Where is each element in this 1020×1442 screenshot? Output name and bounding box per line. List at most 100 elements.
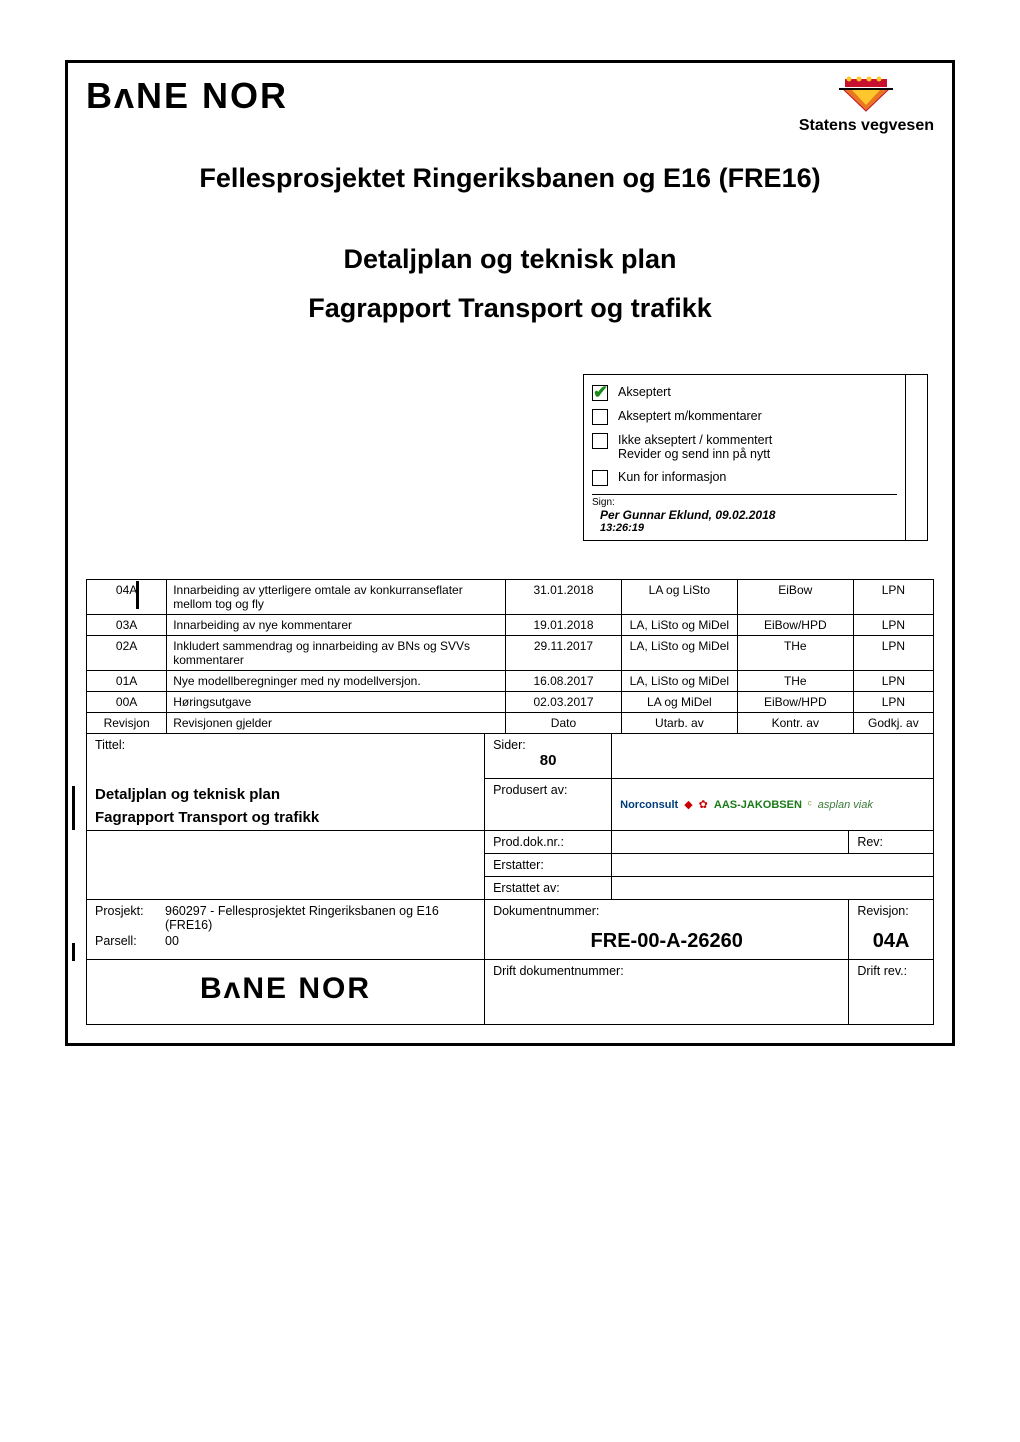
aas-jakobsen-logo: AAS-JAKOBSEN bbox=[714, 799, 802, 811]
rev-date: 31.01.2018 bbox=[506, 579, 622, 614]
page-count: 80 bbox=[493, 752, 603, 769]
rev-desc: Høringsutgave bbox=[167, 691, 506, 712]
rev-kontr: EiBow/HPD bbox=[737, 691, 853, 712]
table-row: 00A Høringsutgave 02.03.2017 LA og MiDel… bbox=[87, 691, 934, 712]
rev-kontr: EiBow/HPD bbox=[737, 614, 853, 635]
rev-godkj: LPN bbox=[853, 670, 933, 691]
rev-date: 16.08.2017 bbox=[506, 670, 622, 691]
rev-desc: Inkludert sammendrag og innarbeiding av … bbox=[167, 635, 506, 670]
col-date: Dato bbox=[506, 712, 622, 733]
subtitle-2: Fagrapport Transport og trafikk bbox=[86, 293, 934, 324]
rev-id: 03A bbox=[87, 614, 167, 635]
sign-time: 13:26:19 bbox=[592, 522, 897, 534]
rev-godkj: LPN bbox=[853, 579, 933, 614]
checkbox-icon: ✔ bbox=[592, 385, 608, 401]
vegvesen-logo: Statens vegvesen bbox=[799, 75, 934, 135]
leaf-icon: ᶜ bbox=[808, 799, 812, 811]
rev-utarb: LA, LiSto og MiDel bbox=[621, 635, 737, 670]
produsert-label: Produsert av: bbox=[493, 783, 603, 797]
col-rev: Revisjon bbox=[87, 712, 167, 733]
rev-godkj: LPN bbox=[853, 691, 933, 712]
approval-label: Kun for informasjon bbox=[618, 470, 726, 484]
banenor-logo: BᴧNE NOR bbox=[86, 75, 288, 117]
approval-label: Ikke akseptert / kommentert Revider og s… bbox=[618, 433, 772, 462]
tittel-line2: Fagrapport Transport og trafikk bbox=[95, 809, 476, 826]
banenor-logo-bottom: BᴧNE NOR bbox=[87, 960, 484, 1018]
approval-option: Kun for informasjon bbox=[592, 470, 897, 486]
approval-option: ✔ Akseptert bbox=[592, 385, 897, 401]
parsell-value: 00 bbox=[165, 934, 179, 948]
revision-table: 04A Innarbeiding av ytterligere omtale a… bbox=[86, 579, 934, 734]
info-block: Tittel: Detaljplan og teknisk plan Fagra… bbox=[86, 734, 934, 1025]
checkbox-icon bbox=[592, 409, 608, 425]
approval-option: Ikke akseptert / kommentert Revider og s… bbox=[592, 433, 897, 462]
approval-label: Akseptert m/kommentarer bbox=[618, 409, 762, 423]
proddok-label: Prod.dok.nr.: bbox=[493, 835, 564, 849]
rev-utarb: LA og LiSto bbox=[621, 579, 737, 614]
sign-label: Sign: bbox=[592, 494, 897, 508]
rev-date: 29.11.2017 bbox=[506, 635, 622, 670]
checkbox-icon bbox=[592, 470, 608, 486]
doknr-label: Dokumentnummer: bbox=[485, 900, 848, 918]
approval-box: ✔ Akseptert Akseptert m/kommentarer Ikke… bbox=[583, 374, 928, 541]
producer-logos: Norconsult ◆ ✿ AAS-JAKOBSEN ᶜ asplan viak bbox=[620, 798, 925, 811]
erstattet-label: Erstattet av: bbox=[493, 881, 560, 895]
approval-label: Akseptert bbox=[618, 385, 671, 399]
rev-desc: Innarbeiding av nye kommentarer bbox=[167, 614, 506, 635]
vegvesen-caption: Statens vegvesen bbox=[799, 117, 934, 135]
table-row: 02A Inkludert sammendrag og innarbeiding… bbox=[87, 635, 934, 670]
rev-utarb: LA, LiSto og MiDel bbox=[621, 614, 737, 635]
rev-id: 02A bbox=[87, 635, 167, 670]
prosjekt-value: 960297 - Fellesprosjektet Ringeriksbanen… bbox=[165, 904, 476, 932]
revisjon-label: Revisjon: bbox=[849, 900, 933, 918]
header: BᴧNE NOR Statens vegvesen bbox=[86, 75, 934, 135]
rev-id: 01A bbox=[87, 670, 167, 691]
col-desc: Revisjonen gjelder bbox=[167, 712, 506, 733]
checkbox-icon bbox=[592, 433, 608, 449]
rev-kontr: THe bbox=[737, 670, 853, 691]
parsell-label: Parsell: bbox=[95, 934, 153, 948]
sider-label: Sider: bbox=[493, 738, 603, 752]
col-godkj: Godkj. av bbox=[853, 712, 933, 733]
revision-value: 04A bbox=[849, 918, 933, 959]
change-bar bbox=[72, 786, 75, 830]
vegvesen-crown-icon bbox=[839, 75, 893, 115]
rev-label: Rev: bbox=[857, 835, 883, 849]
tittel-label: Tittel: bbox=[95, 738, 476, 752]
drift-rev-label: Drift rev.: bbox=[857, 964, 925, 978]
change-bar bbox=[136, 581, 139, 609]
approval-option: Akseptert m/kommentarer bbox=[592, 409, 897, 425]
drift-doknr-label: Drift dokumentnummer: bbox=[493, 964, 840, 978]
rev-kontr: EiBow bbox=[737, 579, 853, 614]
approval-side-col bbox=[905, 375, 927, 540]
flower-icon: ✿ bbox=[699, 798, 708, 811]
rev-godkj: LPN bbox=[853, 614, 933, 635]
norconsult-logo: Norconsult bbox=[620, 799, 678, 811]
col-kontr: Kontr. av bbox=[737, 712, 853, 733]
signer: Per Gunnar Eklund, 09.02.2018 bbox=[592, 508, 897, 522]
rev-desc: Nye modellberegninger med ny modellversj… bbox=[167, 670, 506, 691]
rev-desc: Innarbeiding av ytterligere omtale av ko… bbox=[167, 579, 506, 614]
tittel-line1: Detaljplan og teknisk plan bbox=[95, 786, 476, 803]
checkmark-icon: ✔ bbox=[593, 382, 608, 403]
rev-date: 02.03.2017 bbox=[506, 691, 622, 712]
document-frame: BᴧNE NOR Statens vegvesen Fellesprosjekt… bbox=[65, 60, 955, 1046]
rev-kontr: THe bbox=[737, 635, 853, 670]
rev-date: 19.01.2018 bbox=[506, 614, 622, 635]
subtitle-1: Detaljplan og teknisk plan bbox=[86, 244, 934, 275]
rev-utarb: LA og MiDel bbox=[621, 691, 737, 712]
rev-utarb: LA, LiSto og MiDel bbox=[621, 670, 737, 691]
table-row: 04A Innarbeiding av ytterligere omtale a… bbox=[87, 579, 934, 614]
rev-godkj: LPN bbox=[853, 635, 933, 670]
table-row: 03A Innarbeiding av nye kommentarer 19.0… bbox=[87, 614, 934, 635]
rev-id: 04A bbox=[87, 579, 167, 614]
table-row: 01A Nye modellberegninger med ny modellv… bbox=[87, 670, 934, 691]
diamond-icon: ◆ bbox=[684, 798, 692, 811]
rev-id: 00A bbox=[87, 691, 167, 712]
change-bar bbox=[72, 943, 75, 961]
main-title: Fellesprosjektet Ringeriksbanen og E16 (… bbox=[86, 163, 934, 194]
prosjekt-label: Prosjekt: bbox=[95, 904, 153, 932]
asplan-viak-logo: asplan viak bbox=[818, 799, 873, 811]
col-utarb: Utarb. av bbox=[621, 712, 737, 733]
document-number: FRE-00-A-26260 bbox=[485, 918, 848, 959]
